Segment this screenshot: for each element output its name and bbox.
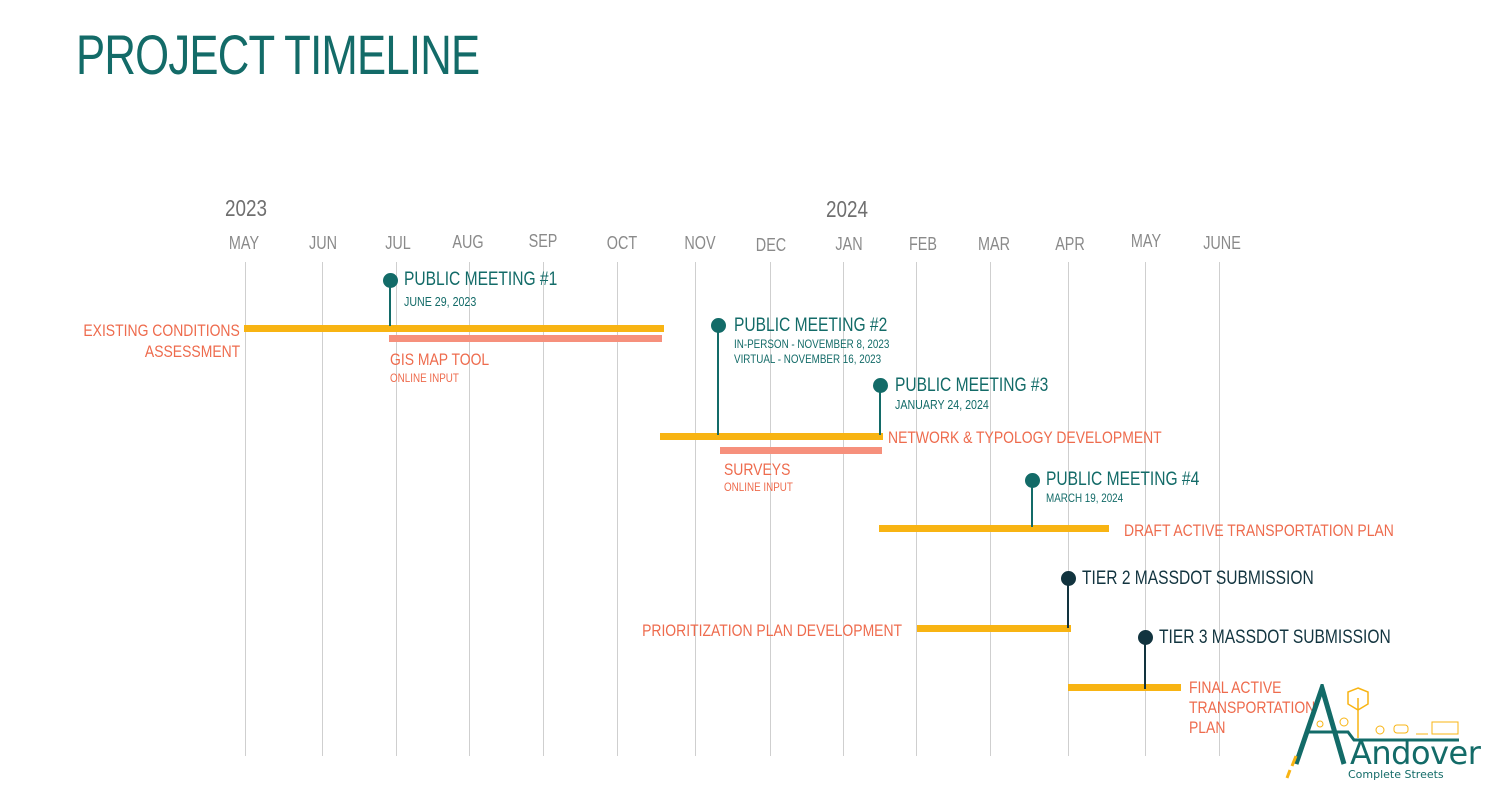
task-label-final-atp-line3: PLAN xyxy=(1189,718,1226,737)
task-sublabel-gis-map-tool: ONLINE INPUT xyxy=(390,371,459,385)
month-label: OCT xyxy=(606,233,638,253)
task-label-gis-map-tool: GIS MAP TOOL xyxy=(390,350,490,369)
input-bar-gis-map-tool xyxy=(389,335,662,342)
milestone-dot-icon xyxy=(1025,473,1040,488)
milestone-stem xyxy=(389,280,391,326)
milestone-stem xyxy=(1067,578,1069,628)
month-label: DEC xyxy=(755,235,787,255)
task-bar-prioritization xyxy=(917,625,1071,632)
milestone-dot-icon xyxy=(383,273,398,288)
milestone-dot-icon xyxy=(711,318,726,333)
milestone-stem xyxy=(1144,637,1146,689)
milestone-title-pm4: PUBLIC MEETING #4 xyxy=(1046,469,1200,490)
page-title: PROJECT TIMELINE xyxy=(76,23,480,86)
logo-name: Andover xyxy=(1350,734,1481,772)
gridline xyxy=(1145,262,1146,756)
task-bar-network-typology xyxy=(660,433,883,440)
month-label: JUN xyxy=(309,233,337,253)
month-label: JUL xyxy=(385,233,411,253)
milestone-date-pm1: JUNE 29, 2023 xyxy=(404,294,477,309)
milestone-title-pm1: PUBLIC MEETING #1 xyxy=(404,269,558,290)
month-label: MAR xyxy=(978,234,1010,254)
milestone-title-pm2: PUBLIC MEETING #2 xyxy=(734,315,888,336)
logo-graphic-icon xyxy=(1285,679,1459,779)
task-bar-draft-atp xyxy=(879,525,1109,532)
month-label: MAY xyxy=(1130,231,1162,251)
input-bar-surveys xyxy=(720,447,882,454)
month-label: JAN xyxy=(835,234,863,254)
task-sublabel-surveys: ONLINE INPUT xyxy=(724,480,793,494)
gridline xyxy=(695,262,696,756)
task-bar-final-atp xyxy=(1068,684,1181,691)
year-label-2024: 2024 xyxy=(826,196,868,222)
month-label: SEP xyxy=(528,231,558,251)
milestone-date-pm3: JANUARY 24, 2024 xyxy=(895,397,989,412)
milestone-stem xyxy=(717,325,719,435)
task-label-draft-atp: DRAFT ACTIVE TRANSPORTATION PLAN xyxy=(1124,521,1394,540)
logo-tagline: Complete Streets xyxy=(1348,768,1444,781)
gridline xyxy=(469,262,470,756)
year-label-2023: 2023 xyxy=(225,195,267,221)
milestone-date-pm2-inperson: IN-PERSON - NOVEMBER 8, 2023 xyxy=(734,337,890,351)
milestone-date-pm2-virtual: VIRTUAL - NOVEMBER 16, 2023 xyxy=(734,352,882,366)
task-label-prioritization: PRIORITIZATION PLAN DEVELOPMENT xyxy=(641,621,902,640)
milestone-title-tier2: TIER 2 MASSDOT SUBMISSION xyxy=(1082,568,1314,589)
month-label: NOV xyxy=(684,233,716,253)
milestone-stem xyxy=(1031,480,1033,527)
month-label: JUNE xyxy=(1203,233,1241,253)
month-label: FEB xyxy=(908,234,938,254)
month-label: AUG xyxy=(452,232,484,252)
milestone-title-tier3: TIER 3 MASSDOT SUBMISSION xyxy=(1159,627,1391,648)
task-label-existing-conditions-line2: ASSESSMENT xyxy=(144,342,240,361)
gridline xyxy=(843,262,844,756)
milestone-date-pm4: MARCH 19, 2024 xyxy=(1046,491,1124,505)
month-label: APR xyxy=(1055,234,1085,254)
gridline xyxy=(770,262,771,756)
milestone-dot-icon xyxy=(1061,571,1076,586)
task-label-network-typology: NETWORK & TYPOLOGY DEVELOPMENT xyxy=(888,428,1162,447)
task-label-final-atp-line2: TRANSPORTATION xyxy=(1189,698,1316,717)
milestone-dot-icon xyxy=(1138,630,1153,645)
milestone-title-pm3: PUBLIC MEETING #3 xyxy=(895,375,1049,396)
gridline xyxy=(617,262,618,756)
gridline xyxy=(990,262,991,756)
gridline xyxy=(1219,262,1220,756)
milestone-dot-icon xyxy=(873,378,888,393)
gridline xyxy=(1068,262,1069,756)
gridline xyxy=(543,262,544,756)
task-bar-existing-conditions xyxy=(244,325,664,332)
milestone-stem xyxy=(879,385,881,435)
task-label-surveys: SURVEYS xyxy=(724,460,791,479)
andover-complete-streets-logo: Andover Complete Streets xyxy=(1284,679,1481,784)
gridline xyxy=(916,262,917,756)
task-label-final-atp: FINAL ACTIVE xyxy=(1189,678,1282,697)
gridline xyxy=(396,262,397,756)
gridline xyxy=(245,262,246,756)
gridline xyxy=(322,262,323,756)
month-label: MAY xyxy=(228,233,260,253)
task-label-existing-conditions: EXISTING CONDITIONS xyxy=(83,321,240,340)
